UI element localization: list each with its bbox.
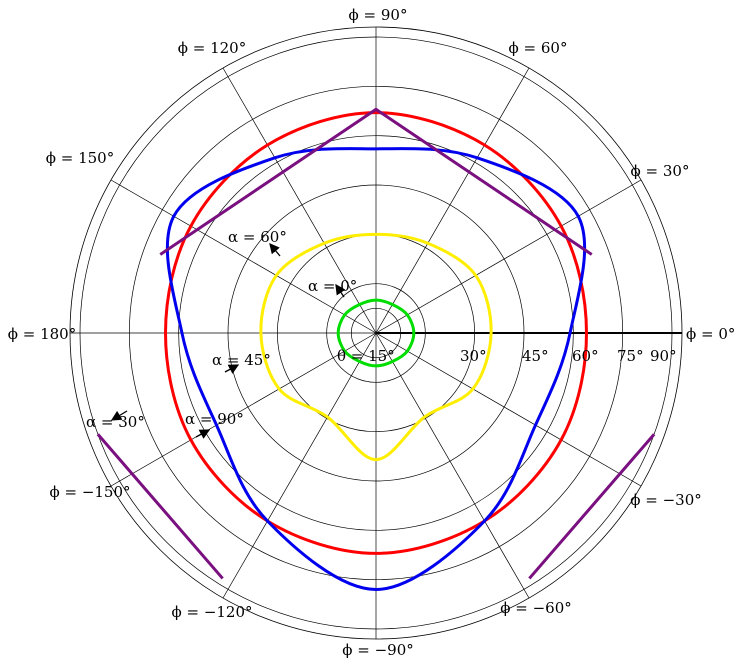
angular-tick-label: ϕ = 90° [349,6,408,24]
angular-tick-label: ϕ = −30° [630,491,701,509]
angular-tick-label: ϕ = 60° [509,39,568,57]
annotation-alpha-90: α = 90° [185,410,244,428]
annotation-alpha-30: α = 30° [86,413,145,431]
annotation-alpha-45: α = 45° [212,351,271,369]
angular-tick-label: ϕ = −120° [171,603,252,621]
annotation-layer: α = 0° α = 60° α = 45° α = 30° α = 90° [86,228,357,431]
angular-tick-label: ϕ = 120° [178,39,246,57]
angular-tick-label: ϕ = −60° [500,599,571,617]
radial-tick-label: 90° [650,347,677,365]
annotation-arrow [195,429,211,439]
annotation-alpha-0: α = 0° [308,277,357,295]
angular-tick-label: ϕ = −150° [49,483,130,501]
annotation-arrow [269,243,281,257]
grid-spoke [110,332,377,487]
series--60-curve [259,232,493,462]
annotation-arrow [335,283,346,298]
radial-tick-label: 30° [460,347,487,365]
annotation-arrows [110,243,346,439]
grid-spoke [375,67,530,334]
series--0-curve [336,298,416,368]
series--90-curve [165,147,587,592]
angular-tick-label: ϕ = 150° [46,149,114,167]
polar-grid [69,26,683,640]
grid-spoke [222,67,377,334]
series--30-segment [528,433,656,580]
axis-labels: ϕ = 0° ϕ = 30° ϕ = 60° ϕ = 90° ϕ = 120° ϕ = 1… [8,6,736,659]
radial-tick-label: 45° [522,347,549,365]
radial-tick-label: 75° [617,347,644,365]
grid-spoke [375,332,642,487]
angular-tick-label: ϕ = 0° [686,325,735,343]
angular-tick-label: ϕ = 30° [631,162,690,180]
grid-spoke [110,179,377,334]
series-layer [96,107,656,592]
annotation-alpha-60: α = 60° [228,228,287,246]
annotation-arrow [224,364,240,374]
radial-tick-label: θ = 15° [337,347,395,365]
angular-tick-label: ϕ = −90° [342,641,413,659]
grid-spoke [375,179,642,334]
series--30-segment [96,433,224,580]
radial-tick-label: 60° [572,347,599,365]
angular-tick-label: ϕ = 180° [8,325,76,343]
grid-spoke [375,332,530,599]
annotation-arrow [110,410,128,421]
series--30-segment [159,107,593,256]
grid-spoke [222,332,377,599]
